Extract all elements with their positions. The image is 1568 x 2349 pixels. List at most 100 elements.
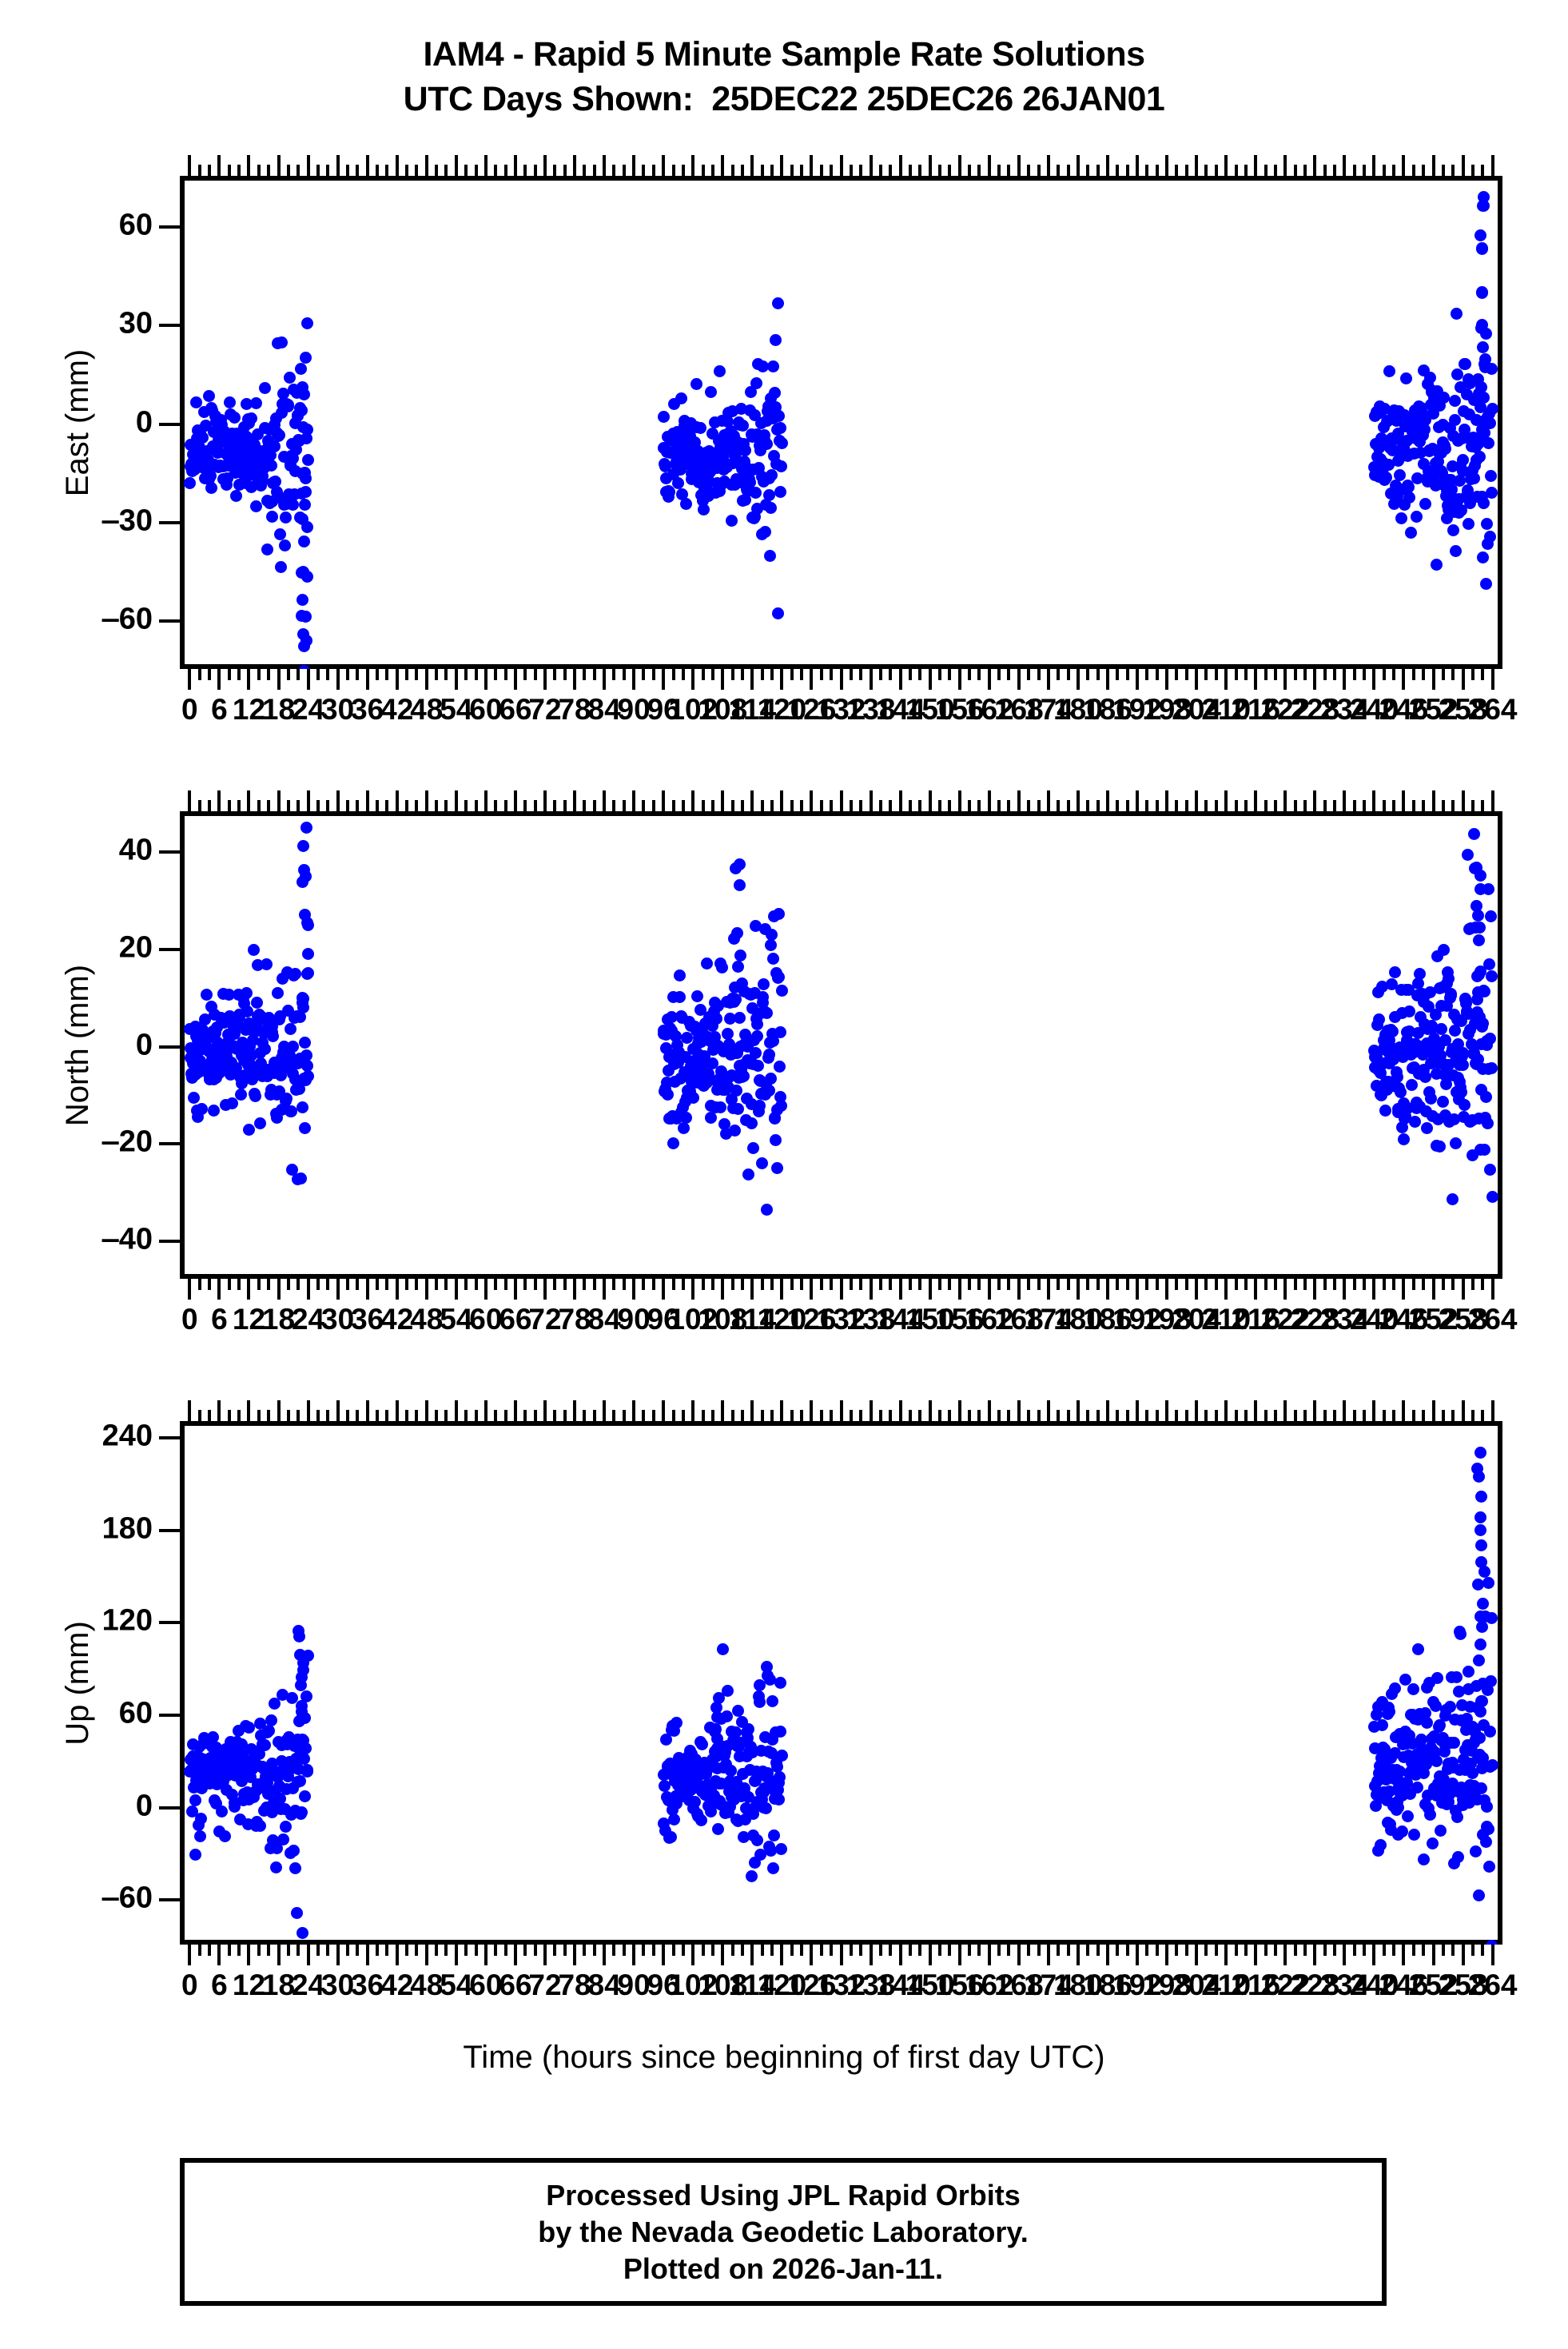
x-tick-minor-up <box>494 1945 498 1956</box>
x-tick-minor-up <box>563 1945 567 1956</box>
x-tick-minor-east <box>1155 165 1159 176</box>
x-tick-minor-east <box>1392 165 1396 176</box>
data-point <box>1396 1825 1409 1838</box>
x-tick-major-north <box>839 790 843 811</box>
x-tick-label-east: 0 <box>181 693 198 726</box>
data-point <box>224 396 237 408</box>
x-tick-minor-east <box>968 669 972 680</box>
x-tick-minor-east <box>1470 669 1474 680</box>
data-point <box>1389 965 1402 978</box>
x-tick-major-up <box>306 1400 310 1421</box>
x-tick-minor-north <box>1214 1279 1218 1290</box>
data-point <box>183 477 196 490</box>
x-tick-major-north <box>543 790 547 811</box>
x-tick-major-north <box>1224 790 1228 811</box>
x-tick-major-up <box>277 1400 281 1421</box>
x-tick-major-north <box>1283 790 1287 811</box>
data-point <box>208 1105 221 1117</box>
x-tick-minor-up <box>316 1945 320 1956</box>
x-tick-minor-east <box>464 165 468 176</box>
x-tick-major-east <box>1017 155 1021 176</box>
data-point <box>300 520 313 533</box>
x-tick-minor-east <box>1411 669 1415 680</box>
x-tick-minor-east <box>938 165 941 176</box>
data-point <box>189 1794 201 1806</box>
data-point <box>742 1723 755 1736</box>
x-tick-major-up <box>1046 1400 1050 1421</box>
x-tick-major-up <box>869 1400 873 1421</box>
data-point <box>254 1820 267 1833</box>
x-tick-minor-up <box>435 1410 439 1421</box>
data-point <box>194 1830 207 1843</box>
x-tick-major-east <box>247 669 251 690</box>
x-tick-minor-up <box>612 1945 616 1956</box>
x-tick-minor-up <box>1116 1410 1120 1421</box>
x-tick-minor-up <box>701 1945 705 1956</box>
data-point <box>195 1813 207 1825</box>
data-point <box>297 1752 310 1765</box>
x-tick-minor-north <box>1363 800 1367 811</box>
x-tick-minor-north <box>830 800 834 811</box>
y-tick-label-up: 0 <box>135 1789 153 1823</box>
data-point <box>1452 1851 1465 1864</box>
data-point <box>286 498 299 511</box>
data-point <box>738 444 751 457</box>
x-tick-minor-up <box>977 1410 981 1421</box>
footer-line-3: Plotted on 2026-Jan-11. <box>623 2251 944 2285</box>
data-point <box>1459 358 1472 371</box>
data-point <box>712 1691 725 1704</box>
x-tick-major-up <box>1017 1945 1021 1965</box>
x-tick-minor-north <box>1057 1279 1061 1290</box>
x-tick-major-up <box>721 1400 725 1421</box>
x-tick-minor-north <box>1382 800 1386 811</box>
data-point <box>228 411 241 424</box>
x-tick-minor-up <box>651 1945 655 1956</box>
x-tick-major-north <box>1461 1279 1465 1300</box>
y-tick-label-north: 0 <box>135 1028 153 1061</box>
x-tick-major-up <box>1343 1400 1347 1421</box>
title-line-1: IAM4 - Rapid 5 Minute Sample Rate Soluti… <box>423 35 1145 74</box>
y-tick-label-east: ‒30 <box>101 504 153 538</box>
x-tick-minor-up <box>1273 1410 1277 1421</box>
x-tick-major-east <box>869 155 873 176</box>
y-axis-title-east: East (mm) <box>60 348 95 496</box>
x-tick-minor-up <box>583 1410 587 1421</box>
data-point <box>300 424 313 436</box>
data-point <box>1395 1085 1407 1098</box>
x-tick-minor-up <box>208 1945 212 1956</box>
x-tick-major-north <box>691 790 695 811</box>
x-tick-major-north <box>336 790 340 811</box>
data-point <box>245 412 258 425</box>
data-point <box>766 953 779 965</box>
x-tick-major-east <box>217 669 221 690</box>
x-tick-minor-north <box>1204 800 1208 811</box>
data-point <box>770 1133 782 1146</box>
y-tick-label-up: 240 <box>101 1419 153 1453</box>
x-tick-major-up <box>573 1400 577 1421</box>
x-tick-major-north <box>750 1279 754 1300</box>
x-tick-minor-north <box>316 800 320 811</box>
x-tick-major-east <box>603 669 607 690</box>
x-tick-minor-up <box>237 1410 241 1421</box>
x-tick-minor-up <box>415 1410 419 1421</box>
x-tick-major-east <box>1343 155 1347 176</box>
data-point <box>296 839 309 852</box>
x-tick-minor-north <box>760 800 764 811</box>
x-tick-minor-north <box>1293 1279 1297 1290</box>
x-tick-minor-north <box>1145 800 1149 811</box>
x-tick-minor-north <box>800 800 804 811</box>
data-point <box>285 1023 297 1036</box>
x-tick-major-north <box>603 1279 607 1300</box>
data-point <box>1482 437 1495 450</box>
x-tick-minor-east <box>1066 669 1070 680</box>
x-tick-major-north <box>277 1279 281 1300</box>
x-tick-label-up: 18 <box>261 1969 296 2001</box>
x-tick-minor-up <box>908 1945 912 1956</box>
x-tick-major-north <box>1402 1279 1406 1300</box>
x-tick-major-east <box>691 669 695 690</box>
x-tick-minor-east <box>908 165 912 176</box>
x-tick-minor-east <box>1451 165 1455 176</box>
x-tick-minor-east <box>790 165 794 176</box>
x-tick-label-up: 12 <box>232 1969 266 2001</box>
data-point <box>774 1025 787 1038</box>
